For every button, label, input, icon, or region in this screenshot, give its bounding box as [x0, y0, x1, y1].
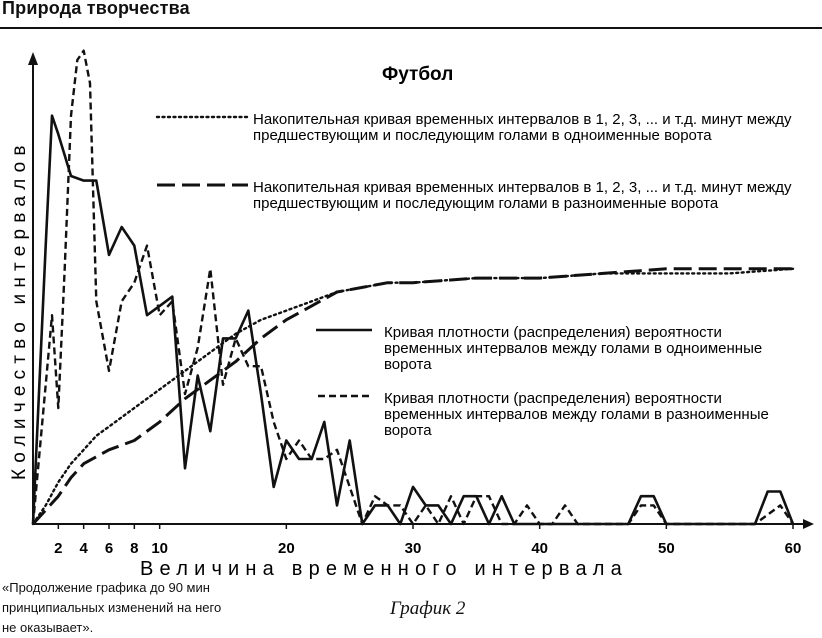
chart-legend: Накопительная кривая временных интервало… [155, 111, 792, 439]
x-tick-label: 2 [54, 540, 62, 557]
y-axis-arrowhead [28, 52, 38, 65]
x-tick-label: 40 [531, 540, 548, 557]
x-tick-labels: 2 4 6 8 10 20 30 40 50 60 [54, 524, 801, 557]
legend-entry-label: Кривая плотности (распределения) вероятн… [384, 324, 762, 373]
legend-entry-label: Накопительная кривая временных интервало… [253, 179, 792, 212]
x-tick-label: 60 [785, 540, 802, 557]
x-tick-label: 6 [105, 540, 113, 557]
footnote: «Продолжение графика до 90 мин принципиа… [2, 578, 302, 638]
x-axis-arrowhead [803, 519, 814, 529]
x-tick-label: 20 [278, 540, 295, 557]
legend-entry-label: Накопительная кривая временных интервало… [253, 111, 792, 144]
footnote-line: «Продолжение графика до 90 мин [2, 580, 210, 595]
footnote-line: не оказывает». [2, 620, 94, 635]
footnote-line: принципиальных изменений на него [2, 600, 222, 615]
x-tick-label: 50 [658, 540, 675, 557]
series-cumulative-opposite-goal [31, 267, 793, 526]
x-tick-label: 10 [151, 540, 168, 557]
x-axis-label: Величина временного интервала [140, 558, 628, 580]
chart-title: Футбол [382, 64, 453, 85]
x-tick-label: 30 [405, 540, 422, 557]
header-divider [0, 27, 822, 29]
legend-entry-label: Кривая плотности (распределения) вероятн… [384, 390, 769, 439]
y-axis-label: Количество интервалов [9, 139, 30, 480]
x-tick-label: 4 [79, 540, 88, 557]
series-density-opposite-goal [31, 49, 794, 526]
x-tick-label: 8 [130, 540, 138, 557]
series-density-same-goal [31, 114, 795, 526]
figure-caption: График 2 [390, 598, 466, 619]
chart-series [31, 49, 795, 526]
page-header-title: Природа творчества [2, 0, 190, 18]
